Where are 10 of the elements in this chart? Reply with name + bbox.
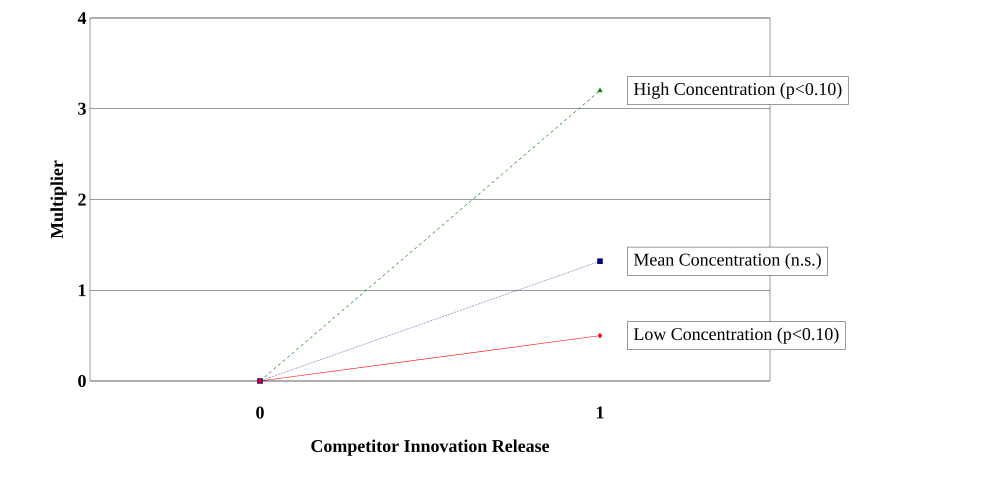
y-tick-label: 1 <box>78 284 86 296</box>
y-tick-label: 2 <box>78 194 86 206</box>
y-tick-label: 3 <box>78 102 86 115</box>
x-axis-title: Competitor Innovation Release <box>311 439 550 456</box>
series-label: Low Concentration (p<0.10) <box>634 327 838 344</box>
series-label: Mean Concentration (n.s.) <box>634 253 821 270</box>
y-tick-label: 4 <box>78 12 86 24</box>
y-axis-title: Multiplier <box>50 160 67 239</box>
series-label: High Concentration (p<0.10) <box>634 82 842 99</box>
y-tick-label: 0 <box>78 374 86 388</box>
